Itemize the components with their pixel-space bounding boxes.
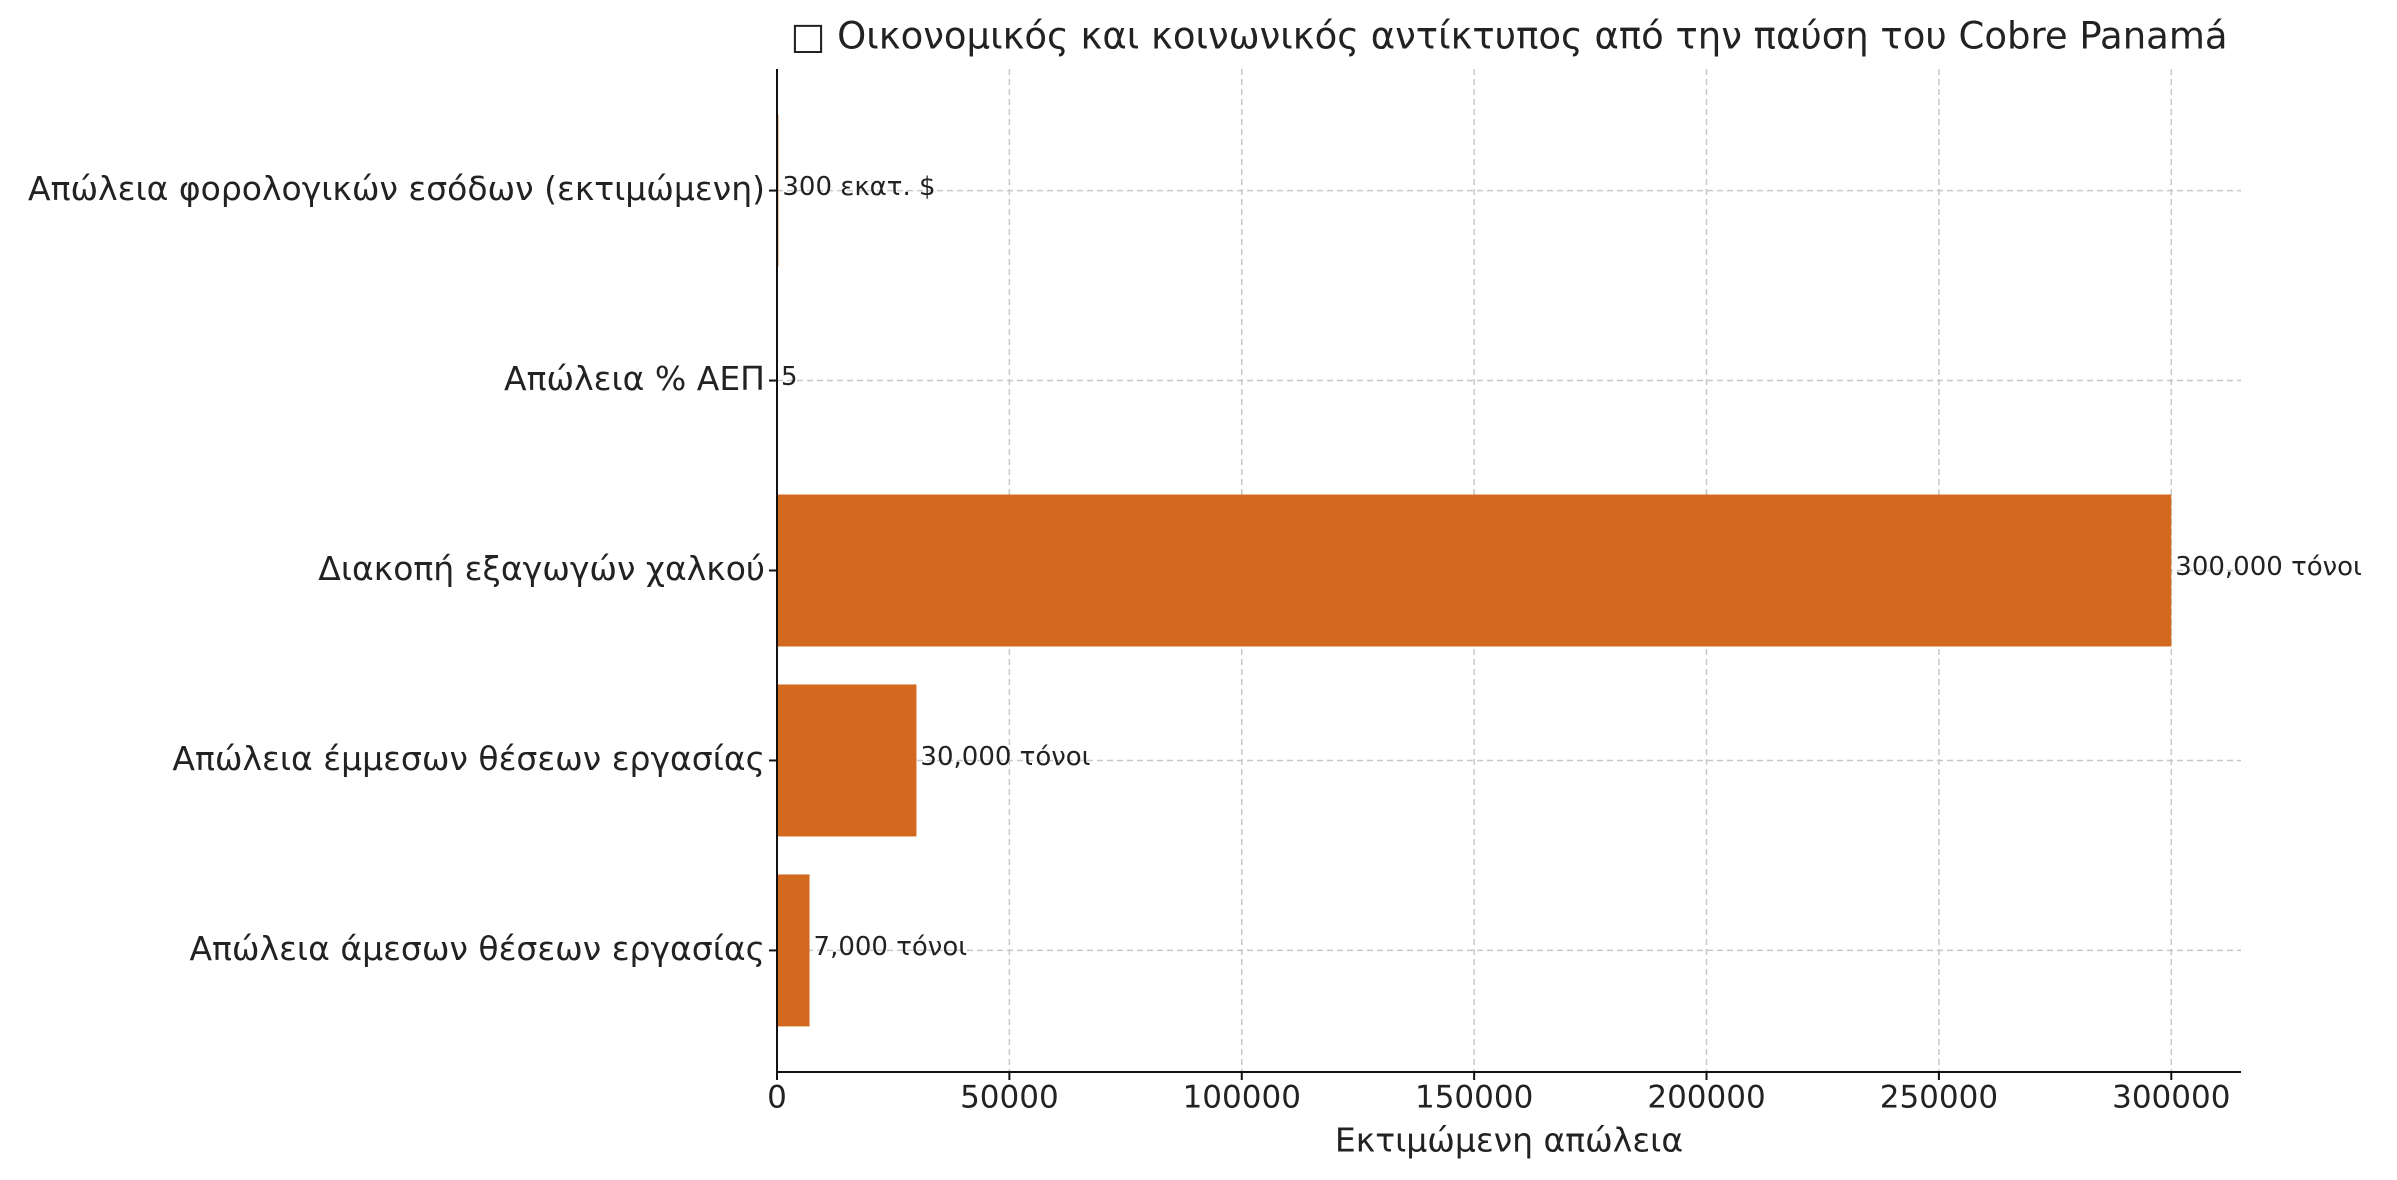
- y-tick-label: Απώλεια % ΑΕΠ: [504, 359, 765, 398]
- x-axis-label: Εκτιμώμενη απώλεια: [1335, 1121, 1683, 1160]
- y-tick-label: Απώλεια φορολογικών εσόδων (εκτιμώμενη): [28, 169, 765, 208]
- value-label: 300 εκατ. $: [782, 172, 935, 202]
- x-tick-label: 200000: [1647, 1080, 1765, 1116]
- y-tick-label: Διακοπή εξαγωγών χαλκού: [318, 549, 765, 588]
- y-tick-label: Απώλεια έμμεσων θέσεων εργασίας: [172, 739, 765, 778]
- x-tick-label: 300000: [2112, 1080, 2230, 1116]
- bar: [777, 684, 917, 837]
- bar: [777, 874, 810, 1027]
- bar: [777, 494, 2172, 647]
- chart-title: □ Οικονομικός και κοινωνικός αντίκτυπος …: [790, 15, 2227, 58]
- value-label: 30,000 τόνοι: [920, 742, 1090, 772]
- x-tick-label: 250000: [1880, 1080, 1998, 1116]
- value-label: 300,000 τόνοι: [2175, 552, 2362, 582]
- y-tick-label: Απώλεια άμεσων θέσεων εργασίας: [189, 929, 765, 968]
- x-tick-label: 50000: [960, 1080, 1059, 1116]
- x-tick-label: 150000: [1415, 1080, 1533, 1116]
- x-tick-label: 0: [767, 1080, 787, 1116]
- value-label: 7,000 τόνοι: [814, 932, 968, 962]
- value-label: 5: [781, 362, 798, 392]
- x-tick-label: 100000: [1183, 1080, 1301, 1116]
